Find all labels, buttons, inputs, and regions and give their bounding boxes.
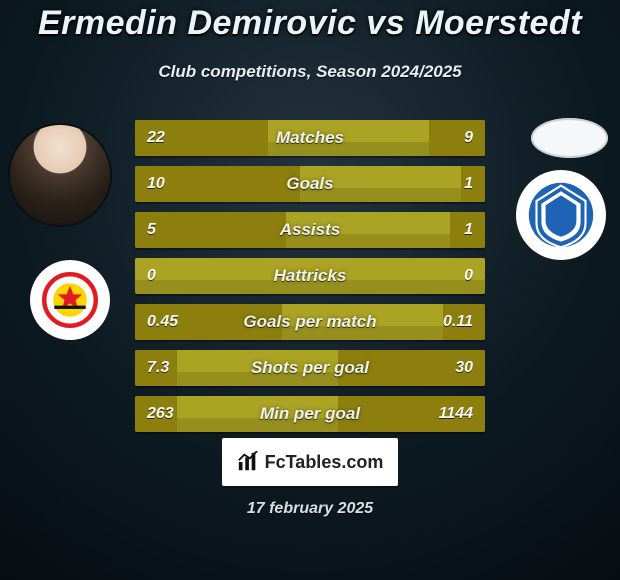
stat-fill-left [135,304,282,340]
stat-fill-right [338,350,485,386]
stat-label: Hattricks [135,258,485,294]
stat-fill-right [429,120,485,156]
comparison-card: Ermedin Demirovic vs Moerstedt Club comp… [0,0,620,580]
stat-row: 101Goals [135,166,485,202]
stat-fill-right [338,396,485,432]
stat-fill-left [135,120,268,156]
stat-fill-right [450,212,485,248]
brand-badge[interactable]: FcTables.com [222,438,398,486]
chart-icon [237,451,259,473]
stats-panel: 229Matches 101Goals 51Assists 0 0Hattricks 0.… [135,120,485,442]
stat-row: 0.450.11Goals per match [135,304,485,340]
stat-row: 51Assists [135,212,485,248]
player-avatar-left [10,125,110,225]
stat-value-right: 0 [464,258,473,294]
player-flag-right [531,118,608,158]
page-subtitle: Club competitions, Season 2024/2025 [0,62,620,82]
club-badge-left [30,260,110,340]
stat-fill-right [443,304,485,340]
stat-fill-left [135,166,300,202]
club-badge-right [516,170,606,260]
stat-fill-left [135,396,177,432]
stat-row: 2631144Min per goal [135,396,485,432]
stat-fill-left [135,350,177,386]
stat-fill-right [461,166,486,202]
footer-date: 17 february 2025 [0,500,620,518]
hoffenheim-crest-icon [526,180,596,250]
stat-fill-left [135,212,286,248]
page-title: Ermedin Demirovic vs Moerstedt [0,4,620,43]
brand-label: FcTables.com [265,452,384,473]
stat-row: 7.330Shots per goal [135,350,485,386]
vfb-crest-icon [42,272,98,328]
stat-row: 0 0Hattricks [135,258,485,294]
stat-row: 229Matches [135,120,485,156]
stat-value-left: 0 [147,258,156,294]
